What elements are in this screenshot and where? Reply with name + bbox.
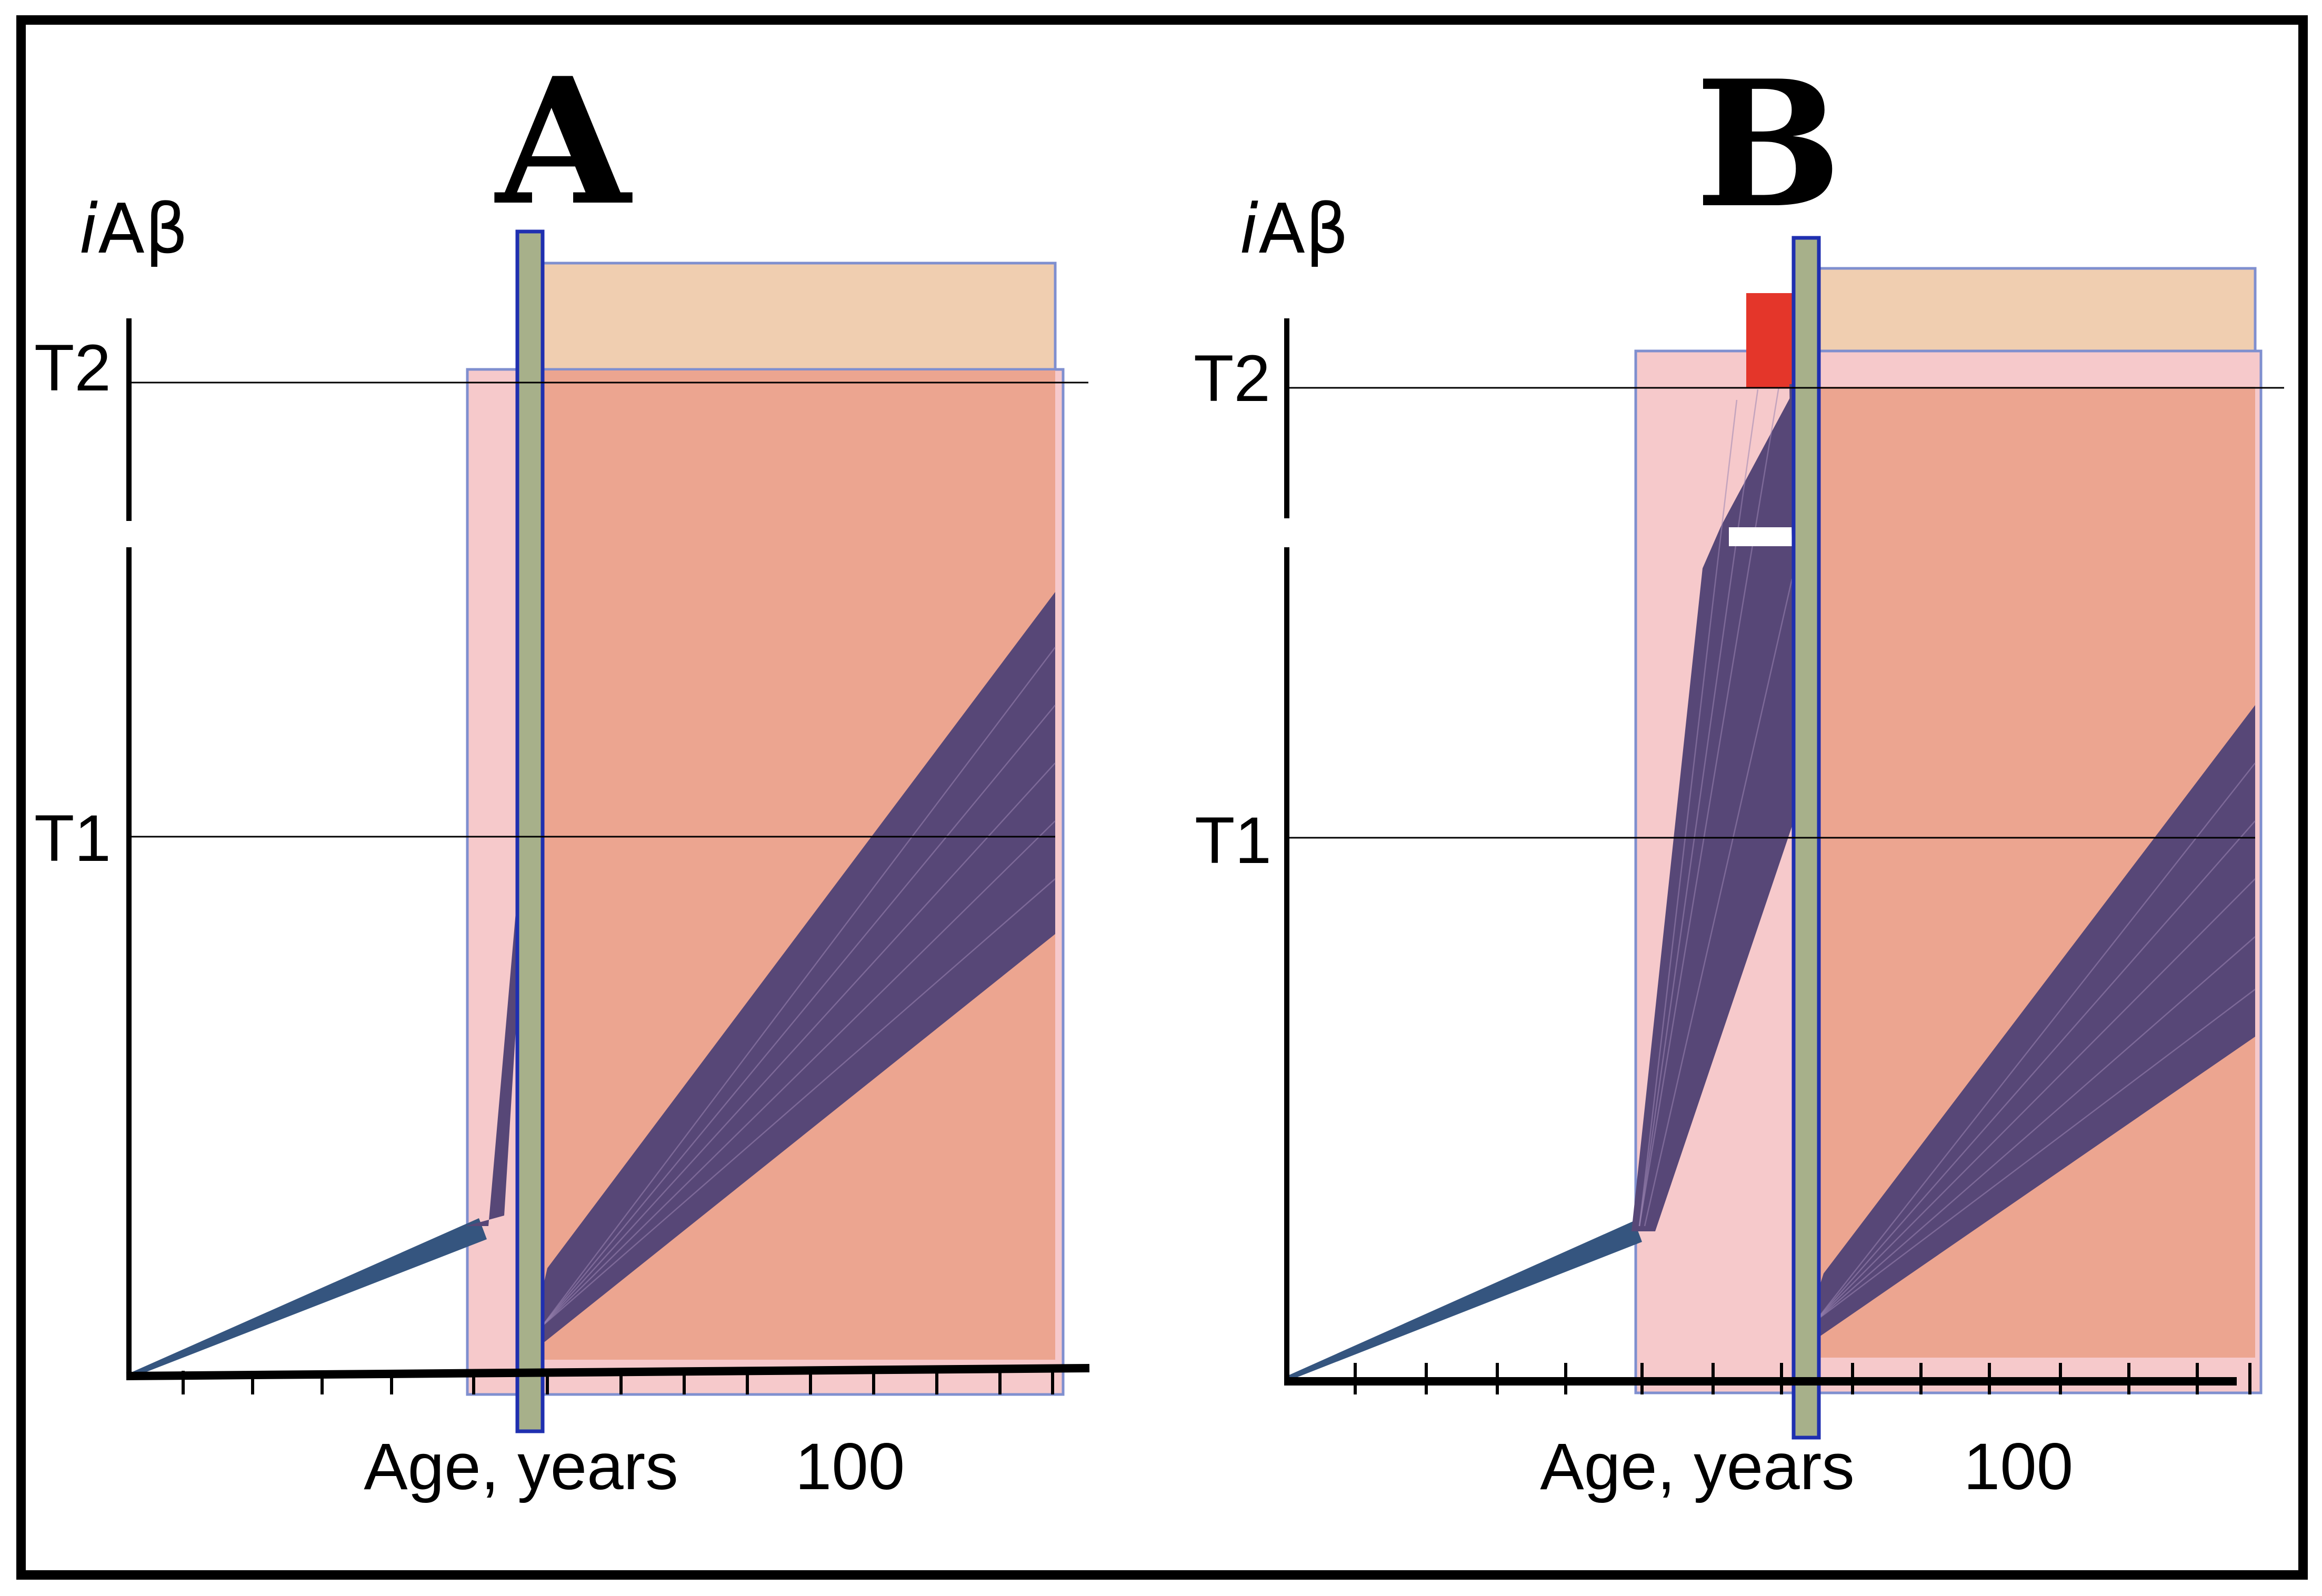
panel-b-x-tick-label-100: 100: [1964, 1430, 2074, 1503]
panel-b-break-gap: [1729, 527, 1801, 546]
panel-a-fan-strands: [542, 647, 1056, 1327]
panel-b-t1-label: T1: [1195, 804, 1272, 877]
panel-a-t1-label: T1: [34, 802, 111, 875]
panel-a-x-tick-label-100: 100: [795, 1430, 905, 1503]
panel-b-steep-rise: [1632, 384, 1797, 1231]
panel-b-fan-strands: [1815, 762, 2256, 1321]
panel-a-x-label: Age, years: [364, 1430, 678, 1503]
panel-a-y-label: iAβ: [79, 189, 188, 269]
panel-b-x-label: Age, years: [1540, 1430, 1855, 1503]
panel-b: B iAβ T2 T1 Age, years 100: [1194, 42, 2284, 1503]
panel-b-t2-crossing-marker: [1746, 293, 1793, 388]
panel-b-rise-strands: [1638, 386, 1793, 1227]
panel-a-early-trajectory-band: [129, 1218, 487, 1379]
panel-a-recovery-fan: [532, 592, 1055, 1342]
panel-a-x-axis: [126, 1364, 1090, 1380]
panel-a-letter: A: [493, 39, 634, 244]
panel-a-post-intervention-window-upper: [535, 262, 1057, 386]
panel-b-x-ticks: [1354, 1363, 2251, 1394]
panel-a: A iAβ T2 T1 Age, years 100: [34, 39, 1090, 1503]
panel-a-intervention-bar: [515, 229, 545, 1433]
panel-b-letter: B: [1695, 42, 1842, 246]
panel-b-early-trajectory-band: [1287, 1221, 1642, 1381]
panel-b-recovery-fan: [1805, 705, 2255, 1339]
panel-b-t2-label: T2: [1194, 342, 1270, 415]
panel-b-y-label: iAβ: [1239, 189, 1349, 269]
panel-a-x-ticks: [182, 1371, 1054, 1394]
panel-a-t2-label: T2: [34, 332, 111, 405]
figure-border: [16, 15, 2308, 1580]
